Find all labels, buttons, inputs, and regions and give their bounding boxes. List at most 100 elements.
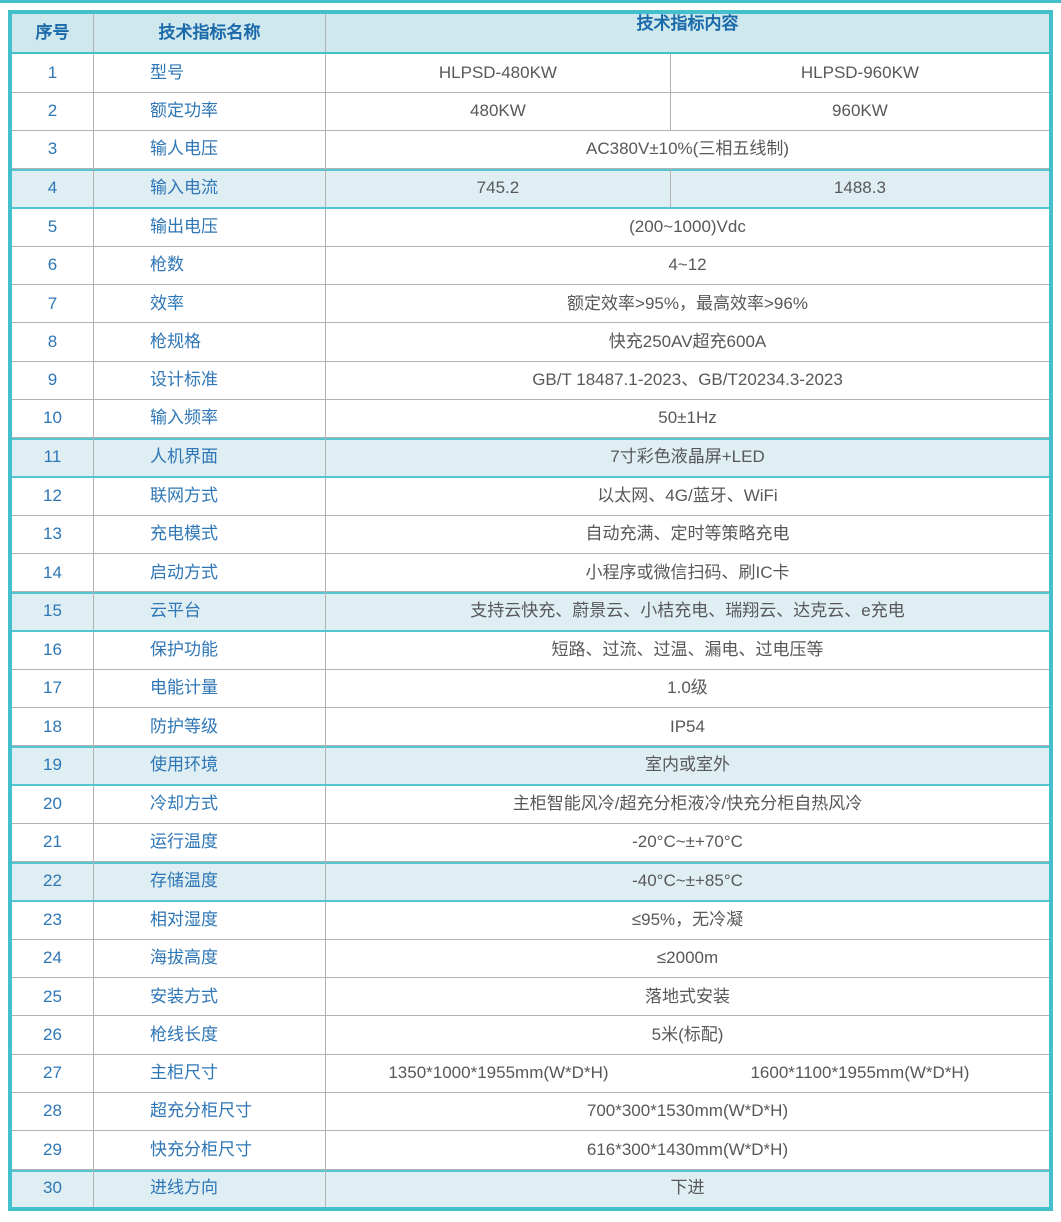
spec-content: 小程序或微信扫码、刷IC卡: [326, 554, 1049, 591]
spec-value: -40°C~±+85°C: [632, 870, 743, 890]
row-number: 13: [12, 515, 94, 554]
row-number: 6: [12, 246, 94, 285]
spec-value: ≤95%，无冷凝: [631, 910, 744, 930]
row-number: 17: [12, 669, 94, 708]
row-number: 19: [12, 746, 94, 784]
spec-name: 云平台: [94, 592, 326, 630]
spec-content: ≤95%，无冷凝: [326, 902, 1049, 939]
row-number: 8: [12, 323, 94, 361]
spec-name: 输入频率: [94, 399, 326, 438]
spec-content: -40°C~±+85°C: [326, 862, 1049, 899]
spec-content: 480KW 960KW: [326, 92, 1049, 130]
spec-content: 主柜智能风冷/超充分柜液冷/快充分柜自热风冷: [326, 786, 1049, 823]
spec-content: 下进: [326, 1170, 1049, 1207]
spec-name: 型号: [94, 54, 326, 92]
table-row: 28 超充分柜尺寸 700*300*1530mm(W*D*H): [12, 1093, 1049, 1132]
row-number: 3: [12, 130, 94, 169]
table-row: 6 枪数 4~12: [12, 246, 1049, 286]
table-row: 26 枪线长度 5米(标配): [12, 1016, 1049, 1055]
spec-value: GB/T 18487.1-2023、GB/T20234.3-2023: [532, 370, 843, 390]
spec-name: 充电模式: [94, 515, 326, 554]
spec-name: 超充分柜尺寸: [94, 1093, 326, 1131]
spec-value: IP54: [670, 716, 705, 736]
table-row: 11 人机界面 7寸彩色液晶屏+LED: [12, 438, 1049, 478]
spec-value: ≤2000m: [656, 948, 719, 968]
row-number: 1: [12, 54, 94, 92]
table-row: 3 输人电压 AC380V±10%(三相五线制): [12, 130, 1049, 170]
table-row: 29 快充分柜尺寸 616*300*1430mm(W*D*H): [12, 1131, 1049, 1170]
table-row: 4 输入电流 745.2 1488.3: [12, 169, 1049, 209]
spec-name: 人机界面: [94, 438, 326, 476]
row-number: 29: [12, 1131, 94, 1169]
row-number: 2: [12, 92, 94, 130]
table-row: 14 启动方式 小程序或微信扫码、刷IC卡: [12, 554, 1049, 593]
header-spec-content: 技术指标内容: [636, 14, 739, 33]
spec-content: 短路、过流、过温、漏电、过电压等: [326, 632, 1049, 669]
spec-value: 主柜智能风冷/超充分柜液冷/快充分柜自热风冷: [512, 794, 863, 814]
table-row: 16 保护功能 短路、过流、过温、漏电、过电压等: [12, 631, 1049, 670]
spec-content: 1.0级: [326, 670, 1049, 707]
spec-name: 使用环境: [94, 746, 326, 784]
spec-name: 冷却方式: [94, 785, 326, 824]
spec-value: 1350*1000*1955mm(W*D*H): [388, 1063, 609, 1083]
spec-value: 1488.3: [833, 177, 886, 197]
table-row: 10 输入频率 50±1Hz: [12, 399, 1049, 439]
spec-content: GB/T 18487.1-2023、GB/T20234.3-2023: [326, 362, 1049, 399]
spec-content: 支持云快充、蔚景云、小桔充电、瑞翔云、达克云、e充电: [326, 592, 1049, 629]
spec-content: 落地式安装: [326, 978, 1049, 1015]
spec-content: AC380V±10%(三相五线制): [326, 131, 1049, 168]
spec-value: HLPSD-480KW: [326, 54, 671, 92]
spec-value: 下进: [670, 1178, 705, 1198]
row-number: 22: [12, 862, 94, 900]
row-number: 26: [12, 1016, 94, 1054]
spec-name: 防护等级: [94, 708, 326, 746]
row-number: 7: [12, 285, 94, 323]
spec-name: 启动方式: [94, 554, 326, 592]
spec-value: 落地式安装: [645, 986, 730, 1006]
row-number: 24: [12, 939, 94, 978]
spec-content: 4~12: [326, 247, 1049, 284]
row-number: 15: [12, 592, 94, 630]
spec-value: 短路、过流、过温、漏电、过电压等: [551, 640, 824, 660]
row-number: 25: [12, 978, 94, 1016]
row-number: 11: [12, 438, 94, 476]
spec-value: AC380V±10%(三相五线制): [586, 139, 789, 159]
table-row: 23 相对湿度 ≤95%，无冷凝: [12, 901, 1049, 940]
spec-name: 运行温度: [94, 824, 326, 862]
spec-name: 联网方式: [94, 477, 326, 515]
row-number: 9: [12, 361, 94, 399]
spec-value: 50±1Hz: [658, 408, 717, 428]
spec-value: 7寸彩色液晶屏+LED: [610, 446, 765, 466]
spec-content: 5米(标配): [326, 1016, 1049, 1053]
spec-content: (200~1000)Vdc: [326, 209, 1049, 246]
page-top-rule: [0, 0, 1061, 3]
spec-value: 小程序或微信扫码、刷IC卡: [585, 562, 790, 582]
spec-value: 支持云快充、蔚景云、小桔充电、瑞翔云、达克云、e充电: [470, 600, 905, 620]
table-row: 7 效率 额定效率>95%，最高效率>96%: [12, 285, 1049, 324]
table-row: 21 运行温度 -20°C~±+70°C: [12, 824, 1049, 863]
spec-value: HLPSD-960KW: [800, 62, 919, 82]
spec-content: 616*300*1430mm(W*D*H): [326, 1131, 1049, 1168]
table-row: 27 主柜尺寸 1350*1000*1955mm(W*D*H) 1600*1100*1…: [12, 1054, 1049, 1094]
table-row: 18 防护等级 IP54: [12, 708, 1049, 747]
spec-value: 480KW: [326, 92, 671, 130]
table-row: 8 枪规格 快充250AV超充600A: [12, 323, 1049, 362]
spec-content: 1350*1000*1955mm(W*D*H) 1600*1100*1955mm(…: [326, 1055, 1049, 1092]
table-row: 12 联网方式 以太网、4G/蓝牙、WiFi: [12, 477, 1049, 516]
spec-name: 效率: [94, 285, 326, 323]
spec-content: 以太网、4G/蓝牙、WiFi: [326, 478, 1049, 515]
row-number: 21: [12, 824, 94, 862]
row-number: 28: [12, 1093, 94, 1131]
table-row: 22 存储温度 -40°C~±+85°C: [12, 862, 1049, 902]
spec-name: 输人电压: [94, 130, 326, 169]
row-number: 27: [12, 1054, 94, 1093]
row-number: 12: [12, 477, 94, 515]
spec-value: (200~1000)Vdc: [629, 216, 746, 236]
spec-value: 1.0级: [667, 678, 708, 698]
spec-name: 保护功能: [94, 631, 326, 669]
spec-value: 745.2: [326, 169, 671, 207]
spec-value: 960KW: [832, 101, 888, 121]
spec-content: 室内或室外: [326, 746, 1049, 783]
spec-value: 700*300*1530mm(W*D*H): [586, 1101, 789, 1121]
spec-content: 快充250AV超充600A: [326, 323, 1049, 360]
